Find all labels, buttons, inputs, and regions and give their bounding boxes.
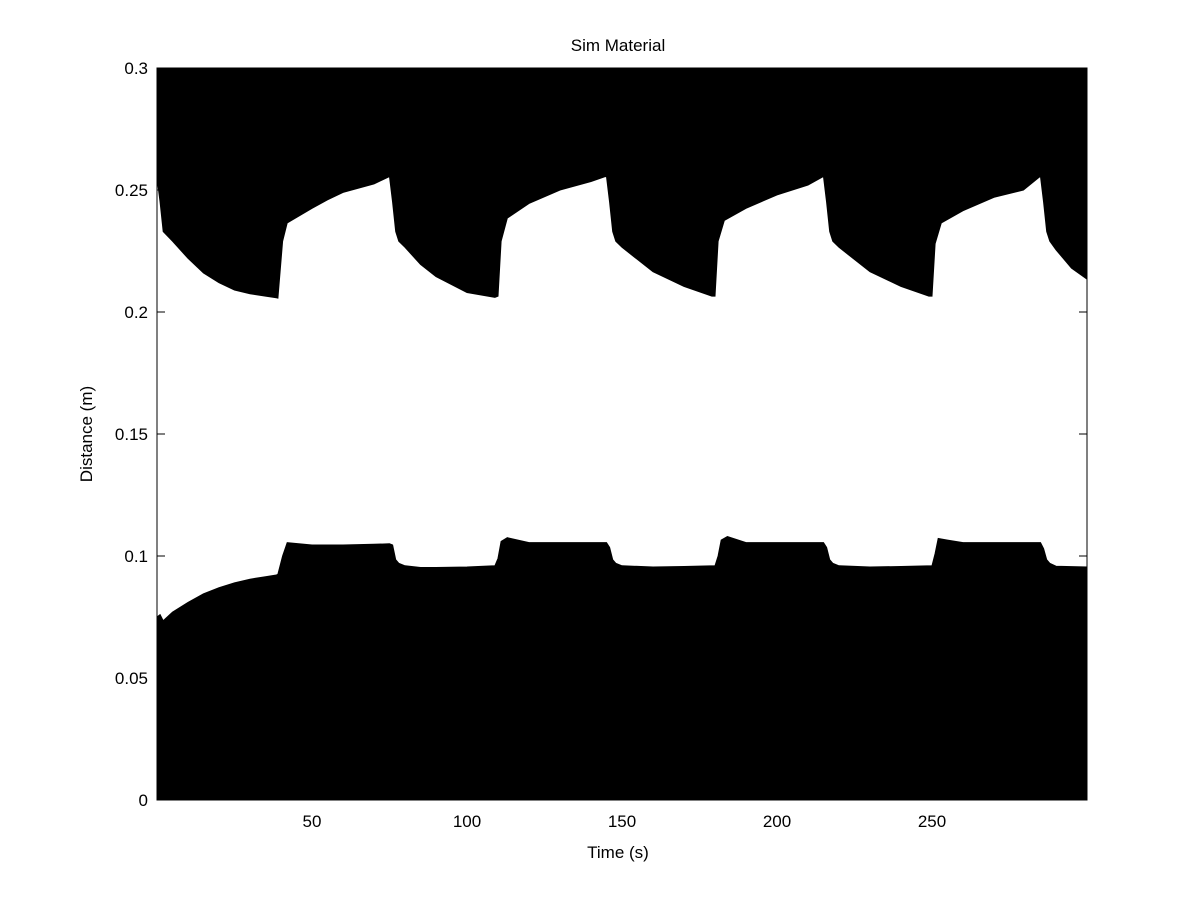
y-axis-label: Distance (m) [77,386,96,482]
x-tick-label: 150 [608,812,636,831]
x-tick-label: 250 [918,812,946,831]
x-tick-label: 100 [453,812,481,831]
y-axis: 0 0.05 0.1 0.15 0.2 0.25 0.3 [115,59,1087,810]
y-tick-label: 0.05 [115,669,148,688]
x-tick-label: 50 [303,812,322,831]
y-tick-label: 0.2 [124,303,148,322]
y-tick-label: 0.25 [115,181,148,200]
lower-material-region [156,535,1088,801]
y-tick-label: 0.3 [124,59,148,78]
chart-title: Sim Material [571,36,665,55]
x-tick-label: 200 [763,812,791,831]
y-tick-label: 0.1 [124,547,148,566]
y-tick-label: 0.15 [115,425,148,444]
plot-area [156,67,1088,801]
x-axis-label: Time (s) [587,843,649,862]
x-axis: 50 100 150 200 250 [303,68,946,831]
upper-material-region [156,67,1088,299]
y-tick-label: 0 [139,791,148,810]
